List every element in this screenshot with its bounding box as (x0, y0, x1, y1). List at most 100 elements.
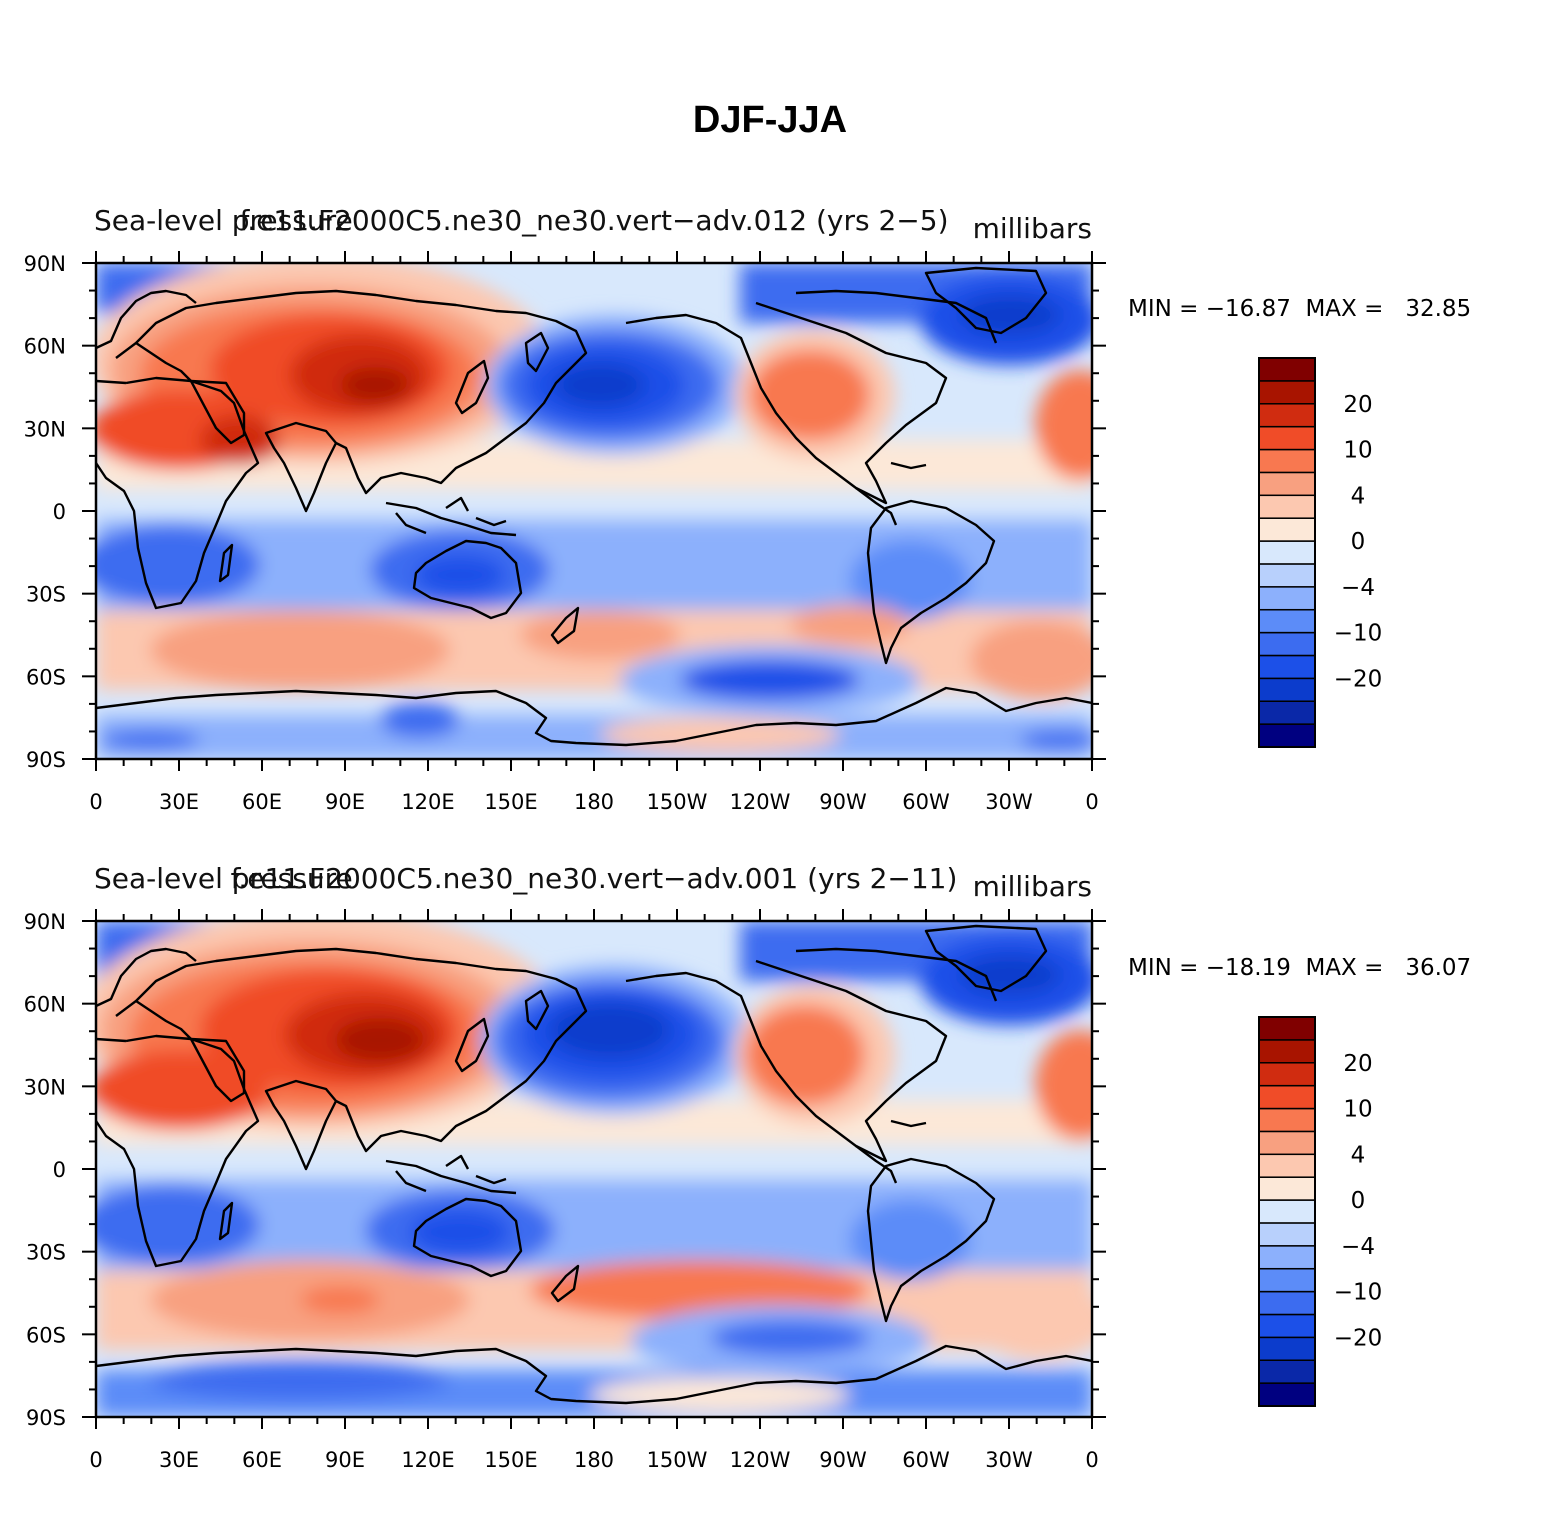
colorbar-box (1258, 1084, 1316, 1110)
panel-2: Sea-level pressure f.e11.F2000C5.ne30_ne… (24, 862, 1472, 1472)
colorbar-box (1258, 357, 1316, 382)
x-tick-label: 30W (985, 790, 1033, 814)
colorbar-box (1258, 540, 1316, 565)
colorbar-box (1258, 380, 1316, 405)
x-tick-label: 180 (574, 790, 614, 814)
colorbar-label: 20 (1343, 392, 1372, 418)
y-tick-label: 30N (24, 417, 66, 441)
colorbar-box (1258, 1199, 1316, 1224)
colorbar-box (1258, 1245, 1316, 1270)
x-tick-label: 30W (985, 1448, 1033, 1472)
panel-1-stats: MIN = −16.87 MAX = 32.85 (1128, 296, 1471, 322)
x-tick-label: 60E (242, 790, 282, 814)
y-tick-label: 90N (24, 910, 66, 934)
colorbar-frame (1258, 357, 1316, 748)
x-tick-label: 0 (89, 790, 102, 814)
colorbar-label: −20 (1334, 666, 1383, 692)
x-tick-label: 90W (819, 1448, 867, 1472)
colorbar-label: −10 (1334, 1280, 1383, 1306)
x-tick-label: 0 (1085, 1448, 1098, 1472)
x-tick-label: 150E (484, 1448, 537, 1472)
colorbar-box (1258, 1222, 1316, 1247)
x-tick-label: 150W (647, 1448, 708, 1472)
colorbar-box (1258, 494, 1316, 519)
y-tick-label: 60N (24, 993, 66, 1017)
x-tick-label: 60W (902, 1448, 950, 1472)
x-tick-label: 90W (819, 790, 867, 814)
panel-2-left-label: Sea-level pressure (94, 862, 353, 895)
colorbar-box (1258, 1267, 1316, 1293)
colorbar-label: 20 (1343, 1051, 1372, 1077)
colorbar-box (1258, 1382, 1316, 1407)
colorbar-label: 10 (1343, 1097, 1372, 1123)
colorbar-box (1258, 1062, 1316, 1087)
panel-2-colorbar: 20 10 4 0 −4 −10 −20 (1258, 1016, 1383, 1407)
colorbar-box (1258, 586, 1316, 611)
colorbar-box (1258, 517, 1316, 542)
x-tick-label: 120W (730, 790, 791, 814)
panel-1-colorbar: 20 10 4 0 −4 −10 −20 (1258, 357, 1383, 748)
colorbar-label: 10 (1343, 438, 1372, 464)
colorbar-box (1258, 723, 1316, 748)
y-tick-label: 60N (24, 335, 66, 359)
x-tick-label: 30E (159, 1448, 199, 1472)
colorbar-box (1258, 1313, 1316, 1339)
colorbar-box (1258, 1107, 1316, 1133)
y-tick-label: 30N (24, 1075, 66, 1099)
colorbar-box (1258, 1336, 1316, 1361)
colorbar-box (1258, 1290, 1316, 1316)
panel-2-center-label: f.e11.F2000C5.ne30_ne30.vert−adv.001 (yr… (231, 862, 958, 895)
x-tick-label: 0 (89, 1448, 102, 1472)
colorbar-box (1258, 471, 1316, 497)
y-tick-label: 90N (24, 252, 66, 276)
colorbar-box (1258, 631, 1316, 657)
colorbar-label: −4 (1341, 575, 1375, 601)
y-tick-label: 90S (26, 748, 66, 772)
x-tick-label: 120E (401, 1448, 454, 1472)
colorbar-label: −20 (1334, 1325, 1383, 1351)
colorbar-box (1258, 1153, 1316, 1178)
colorbar-box (1258, 1016, 1316, 1041)
colorbar-box (1258, 403, 1316, 428)
y-tick-label: 60S (26, 665, 66, 689)
panel-1-center-label: f.e11.F2000C5.ne30_ne30.vert−adv.012 (yr… (239, 204, 948, 237)
panel-2-stats: MIN = −18.19 MAX = 36.07 (1128, 955, 1471, 981)
colorbar-label: 4 (1351, 1142, 1366, 1168)
x-tick-label: 120E (401, 790, 454, 814)
colorbar-box (1258, 1176, 1316, 1201)
panel-1-left-label: Sea-level pressure (94, 204, 353, 237)
colorbar-label: −4 (1341, 1234, 1375, 1260)
x-tick-label: 0 (1085, 790, 1098, 814)
x-tick-label: 150E (484, 790, 537, 814)
x-tick-label: 90E (325, 1448, 365, 1472)
colorbar-label: 0 (1351, 1188, 1366, 1214)
colorbar-box (1258, 608, 1316, 634)
colorbar-label: −10 (1334, 621, 1383, 647)
colorbar-box (1258, 1359, 1316, 1384)
colorbar-label: 0 (1351, 529, 1366, 555)
panel-2-field (96, 921, 1092, 1417)
x-tick-label: 90E (325, 790, 365, 814)
colorbar-label: 4 (1351, 483, 1366, 509)
y-tick-label: 60S (26, 1323, 66, 1347)
x-tick-label: 60E (242, 1448, 282, 1472)
panel-1-units: millibars (973, 212, 1092, 245)
panel-1-field (96, 263, 1092, 759)
colorbar-box (1258, 425, 1316, 451)
panel-1: Sea-level pressure f.e11.F2000C5.ne30_ne… (24, 204, 1472, 814)
colorbar-box (1258, 448, 1316, 474)
x-tick-label: 60W (902, 790, 950, 814)
colorbar-box (1258, 677, 1316, 702)
panel-2-axes: 0 30E 60E 90E 120E 150E 180 150W 120W 90W 60W 30W 09… (24, 909, 1106, 1472)
x-tick-label: 150W (647, 790, 708, 814)
colorbar-box (1258, 700, 1316, 725)
y-tick-label: 0 (53, 500, 66, 524)
y-tick-label: 30S (26, 583, 66, 607)
colorbar-box (1258, 1039, 1316, 1064)
y-tick-label: 90S (26, 1406, 66, 1430)
panel-2-units: millibars (973, 870, 1092, 903)
colorbar-box (1258, 654, 1316, 680)
colorbar-frame (1258, 1016, 1316, 1407)
colorbar-box (1258, 563, 1316, 588)
